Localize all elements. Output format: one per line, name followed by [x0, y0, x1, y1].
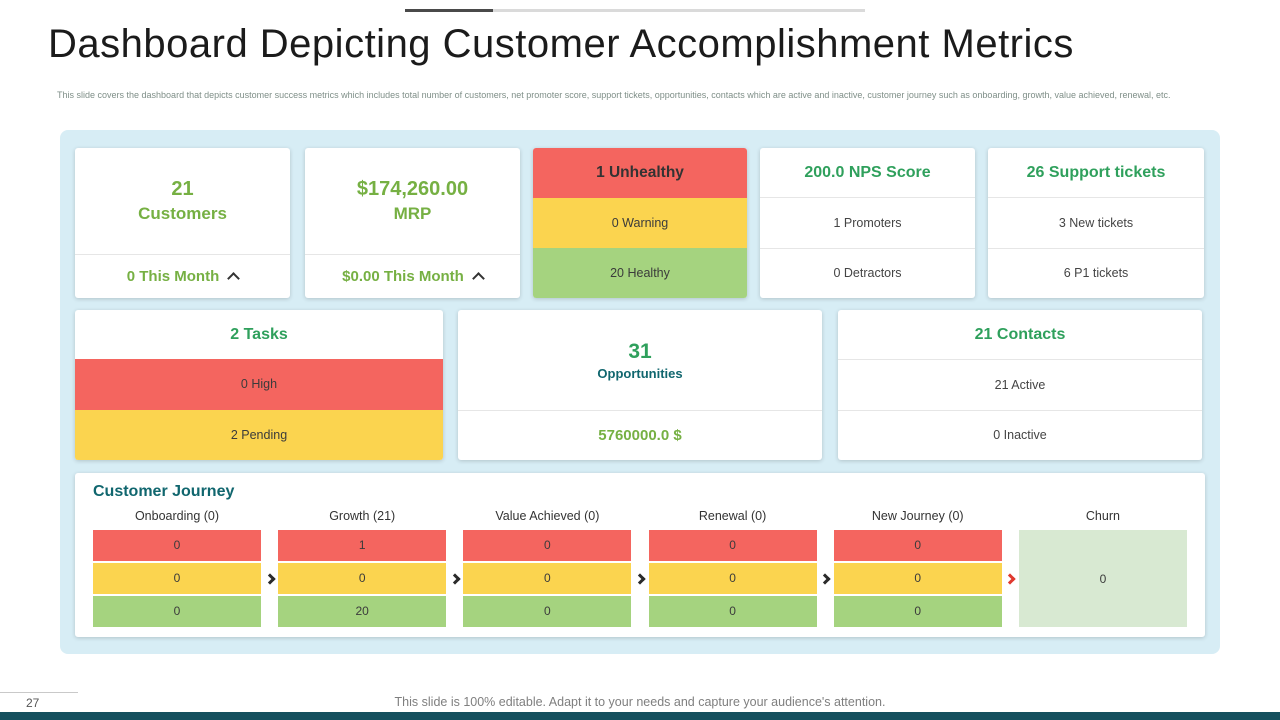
- page-title: Dashboard Depicting Customer Accomplishm…: [48, 22, 1074, 66]
- customer-journey-title: Customer Journey: [93, 483, 235, 500]
- journey-stage-growth: Growth (21) 1 0 20: [278, 509, 447, 629]
- journey-stage-new-journey: New Journey (0) 0 0 0: [833, 509, 1002, 629]
- chevron-right-icon: [634, 573, 646, 585]
- customer-journey-row: Onboarding (0) 0 0 0 Growth (21) 1 0 20 …: [93, 509, 1187, 629]
- stage-bar-yellow: 0: [833, 563, 1002, 594]
- dashboard-panel: 21 Customers 0 This Month $174,260.00 MR…: [60, 130, 1220, 654]
- stage-arrow: [447, 573, 463, 585]
- chevron-right-icon: [449, 573, 461, 585]
- stage-header: Growth (21): [329, 509, 396, 523]
- page-number: 27: [26, 696, 40, 710]
- stage-bar-green: 0: [833, 596, 1002, 627]
- mrp-stat: $174,260.00 MRP: [305, 148, 520, 254]
- bottom-accent-bar: [0, 712, 1280, 720]
- stage-arrow: [817, 573, 833, 585]
- nps-score-header: 200.0 NPS Score: [804, 163, 931, 181]
- health-card: 1 Unhealthy 0 Warning 20 Healthy: [533, 148, 747, 298]
- stage-bar-green: 0: [648, 596, 817, 627]
- opportunities-amount: 5760000.0 $: [458, 410, 822, 460]
- opportunities-stat: 31 Opportunities: [458, 310, 822, 410]
- stage-bar-red: 0: [463, 530, 632, 561]
- contacts-inactive-row: 0 Inactive: [838, 409, 1202, 461]
- p1-tickets-row: 6 P1 tickets: [988, 247, 1204, 299]
- stage-bar-red: 1: [278, 530, 447, 561]
- stage-arrow-churn: [1002, 573, 1018, 585]
- tasks-card: 2 Tasks 0 High 2 Pending: [75, 310, 443, 460]
- stage-bar-yellow: 0: [93, 563, 261, 594]
- tasks-pending-band: 2 Pending: [75, 409, 443, 460]
- customer-journey-panel: Customer Journey Onboarding (0) 0 0 0 Gr…: [75, 473, 1205, 637]
- tasks-high-band: 0 High: [75, 359, 443, 410]
- stage-header: New Journey (0): [871, 509, 964, 523]
- contacts-active-row: 21 Active: [838, 359, 1202, 410]
- stage-bar-red: 0: [648, 530, 817, 561]
- top-accent-line-dark: [405, 9, 493, 12]
- chevron-right-icon: [819, 573, 831, 585]
- nps-promoters-row: 1 Promoters: [760, 197, 975, 248]
- mrp-value: $174,260.00: [356, 178, 469, 200]
- journey-stage-churn: Churn 0: [1018, 509, 1187, 627]
- chevron-right-icon: [263, 573, 276, 585]
- chevron-up-icon[interactable]: [471, 272, 485, 285]
- chevron-right-red-icon: [1004, 573, 1017, 585]
- page-number-line: [0, 692, 78, 693]
- stage-header: Churn: [1085, 509, 1120, 523]
- customers-stat: 21 Customers: [75, 148, 290, 254]
- support-tickets-header: 26 Support tickets: [1026, 163, 1166, 181]
- journey-stage-renewal: Renewal (0) 0 0 0: [648, 509, 817, 629]
- contacts-header: 21 Contacts: [974, 325, 1066, 343]
- opportunities-label: Opportunities: [597, 365, 683, 381]
- mrp-label: MRP: [393, 204, 432, 223]
- slide-subtitle: This slide covers the dashboard that dep…: [57, 90, 1171, 100]
- stage-header: Value Achieved (0): [495, 509, 600, 523]
- unhealthy-band: 1 Unhealthy: [533, 148, 747, 198]
- stage-arrow: [632, 573, 648, 585]
- healthy-band: 20 Healthy: [533, 248, 747, 298]
- journey-stage-onboarding: Onboarding (0) 0 0 0: [93, 509, 261, 629]
- chevron-up-icon[interactable]: [227, 272, 241, 285]
- footer-note: This slide is 100% editable. Adapt it to…: [394, 695, 886, 709]
- journey-stage-value-achieved: Value Achieved (0) 0 0 0: [463, 509, 632, 629]
- stage-bar-yellow: 0: [463, 563, 632, 594]
- churn-value-box: 0: [1018, 530, 1187, 627]
- contacts-card: 21 Contacts 21 Active 0 Inactive: [838, 310, 1202, 460]
- customers-card: 21 Customers 0 This Month: [75, 148, 290, 298]
- mrp-this-month-label: $0.00 This Month: [342, 268, 464, 285]
- stage-arrow: [262, 573, 278, 585]
- stage-bar-green: 0: [463, 596, 632, 627]
- top-accent-line: [405, 9, 865, 12]
- stage-bar-red: 0: [93, 530, 261, 561]
- mrp-this-month: $0.00 This Month: [305, 254, 520, 298]
- customers-label: Customers: [138, 204, 227, 223]
- support-tickets-card: 26 Support tickets 3 New tickets 6 P1 ti…: [988, 148, 1204, 298]
- customers-value: 21: [171, 178, 194, 200]
- stage-bar-yellow: 0: [648, 563, 817, 594]
- warning-band: 0 Warning: [533, 198, 747, 248]
- stage-bar-red: 0: [833, 530, 1002, 561]
- nps-card: 200.0 NPS Score 1 Promoters 0 Detractors: [760, 148, 975, 298]
- customers-this-month-label: 0 This Month: [126, 268, 220, 285]
- opportunities-value: 31: [628, 339, 652, 363]
- stage-header: Onboarding (0): [134, 509, 220, 523]
- new-tickets-row: 3 New tickets: [988, 197, 1204, 248]
- customers-this-month: 0 This Month: [75, 254, 290, 298]
- stage-bar-green: 0: [93, 596, 261, 627]
- mrp-card: $174,260.00 MRP $0.00 This Month: [305, 148, 520, 298]
- stage-bar-green: 20: [278, 596, 447, 627]
- stage-header: Renewal (0): [698, 509, 767, 523]
- tasks-header: 2 Tasks: [230, 325, 288, 343]
- nps-detractors-row: 0 Detractors: [760, 247, 975, 299]
- stage-bar-yellow: 0: [278, 563, 447, 594]
- opportunities-card: 31 Opportunities 5760000.0 $: [458, 310, 822, 460]
